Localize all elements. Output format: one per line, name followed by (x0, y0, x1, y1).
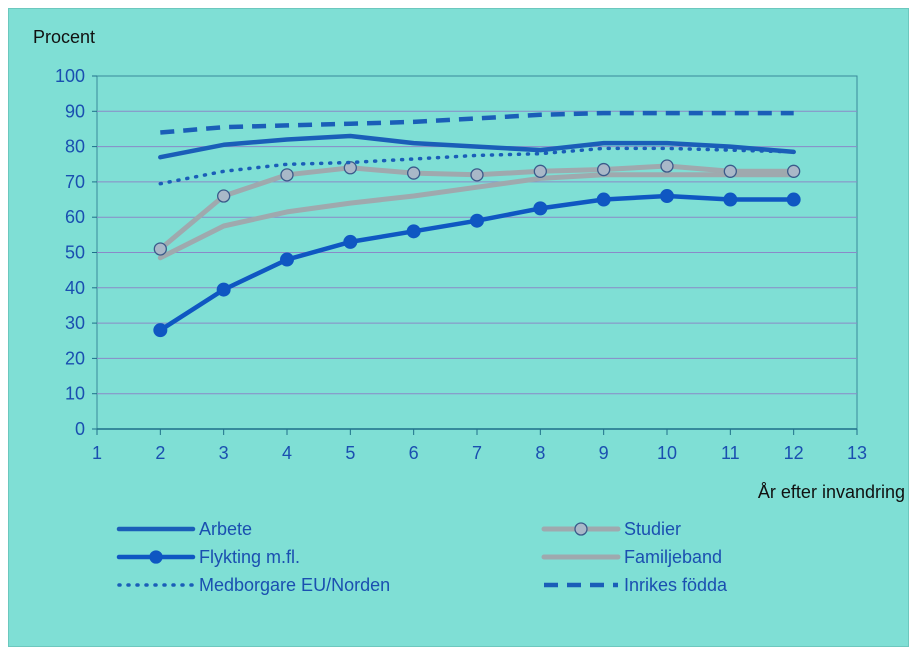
legend-label-flykting-m-fl: Flykting m.fl. (199, 547, 300, 567)
y-tick-label: 90 (65, 101, 85, 121)
series-line-familjeband (157, 172, 797, 261)
data-point-flykting-m-fl (406, 224, 421, 239)
y-tick-label: 80 (65, 137, 85, 157)
legend-marker-flykting-m-fl (149, 550, 163, 564)
x-tick-label: 4 (282, 443, 292, 463)
data-point-flykting-m-fl (153, 323, 168, 338)
data-point-flykting-m-fl (786, 192, 801, 207)
x-tick-label: 1 (92, 443, 102, 463)
series-line-arbete (158, 133, 796, 160)
x-tick-label: 11 (721, 443, 740, 463)
legend-label-medborgare-eu-norden: Medborgare EU/Norden (199, 575, 390, 595)
legend-marker-studier (574, 522, 588, 536)
series-line-medborgare-eu-norden (158, 146, 796, 186)
data-point-flykting-m-fl (280, 252, 294, 267)
chart-panel: 0 10 20 30 40 50 60 70 80 90 100 1 2 3 4 5 6 7 8 9 10 11 12 13 P… (8, 8, 909, 647)
data-point-flykting-m-fl (470, 213, 484, 228)
legend-label-familjeband: Familjeband (624, 547, 722, 567)
legend-label-inrikes-f-dda: Inrikes födda (624, 575, 728, 595)
data-point-studier (787, 164, 801, 178)
data-point-studier (660, 159, 674, 173)
y-tick-label: 20 (65, 348, 85, 368)
data-point-studier (407, 166, 421, 180)
x-tick-label: 5 (345, 443, 355, 463)
y-tick-label: 50 (65, 243, 85, 263)
data-point-studier (217, 189, 231, 203)
data-point-flykting-m-fl (596, 192, 611, 207)
data-point-studier (597, 162, 611, 177)
y-tick-label: 40 (65, 278, 85, 298)
x-tick-label: 7 (472, 443, 482, 463)
data-point-flykting-m-fl (723, 192, 738, 207)
y-tick-label: 0 (75, 419, 85, 439)
legend-label-studier: Studier (624, 519, 681, 539)
x-tick-label: 9 (599, 443, 609, 463)
y-axis-label: Procent (33, 27, 95, 47)
legend-label-arbete: Arbete (199, 519, 252, 539)
data-point-flykting-m-fl (343, 234, 358, 249)
x-tick-label: 2 (155, 443, 165, 463)
x-axis-label: År efter invandring (758, 482, 905, 502)
series-line-inrikes-f-dda (160, 110, 794, 135)
data-point-studier (470, 168, 484, 182)
data-point-studier (723, 164, 737, 178)
data-point-flykting-m-fl (216, 282, 231, 297)
data-point-flykting-m-fl (533, 201, 548, 216)
x-tick-label: 3 (219, 443, 229, 463)
data-point-studier (533, 164, 547, 178)
data-point-studier (153, 242, 167, 256)
data-point-studier (343, 161, 357, 175)
x-tick-label: 8 (535, 443, 545, 463)
y-tick-label: 60 (65, 207, 85, 227)
x-tick-label: 13 (847, 443, 867, 463)
y-tick-label: 30 (65, 313, 85, 333)
x-tick-label: 6 (409, 443, 419, 463)
y-tick-label: 10 (65, 384, 85, 404)
x-tick-label: 12 (784, 443, 804, 463)
data-point-flykting-m-fl (660, 189, 674, 204)
y-tick-label: 70 (65, 172, 85, 192)
x-tick-label: 10 (657, 443, 677, 463)
data-point-studier (280, 168, 294, 182)
y-tick-label: 100 (55, 66, 85, 86)
